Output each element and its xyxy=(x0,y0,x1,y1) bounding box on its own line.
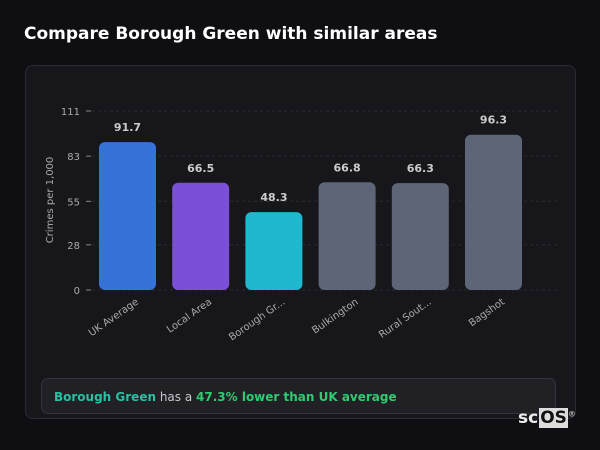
y-tick-label: 28 xyxy=(67,241,80,252)
data-label: 91.7 xyxy=(114,121,141,134)
bar xyxy=(318,182,376,290)
y-tick-label: 0 xyxy=(74,286,80,297)
page-title: Compare Borough Green with similar areas xyxy=(24,24,438,44)
bar xyxy=(391,183,449,290)
area-name: Borough Green xyxy=(54,390,156,404)
x-tick-label: Rural Sout... xyxy=(377,297,434,341)
y-tick-label: 83 xyxy=(67,152,80,163)
data-label: 48.3 xyxy=(260,191,287,204)
data-label: 66.8 xyxy=(334,161,361,174)
x-tick-label: Bagshot xyxy=(467,297,507,330)
x-tick-label: UK Average xyxy=(87,297,141,339)
data-label: 66.5 xyxy=(187,162,214,175)
bar xyxy=(465,134,522,290)
y-tick-label: 111 xyxy=(61,107,80,118)
summary-text: has a xyxy=(156,390,197,404)
bar xyxy=(99,142,156,290)
data-label: 66.3 xyxy=(407,162,434,175)
y-axis-label: Crimes per 1,000 xyxy=(45,157,56,244)
bar xyxy=(245,212,303,290)
scos-logo: sc OS® xyxy=(518,408,576,428)
x-tick-label: Borough Gr... xyxy=(227,297,287,344)
bar xyxy=(172,182,230,290)
data-label: 96.3 xyxy=(480,114,507,127)
summary-box: Borough Green has a 47.3% lower than UK … xyxy=(41,378,556,414)
y-tick-label: 55 xyxy=(67,197,80,208)
x-tick-label: Local Area xyxy=(165,297,214,336)
comparison-highlight: 47.3% lower than UK average xyxy=(196,390,397,404)
x-tick-label: Bulkington xyxy=(310,297,360,337)
